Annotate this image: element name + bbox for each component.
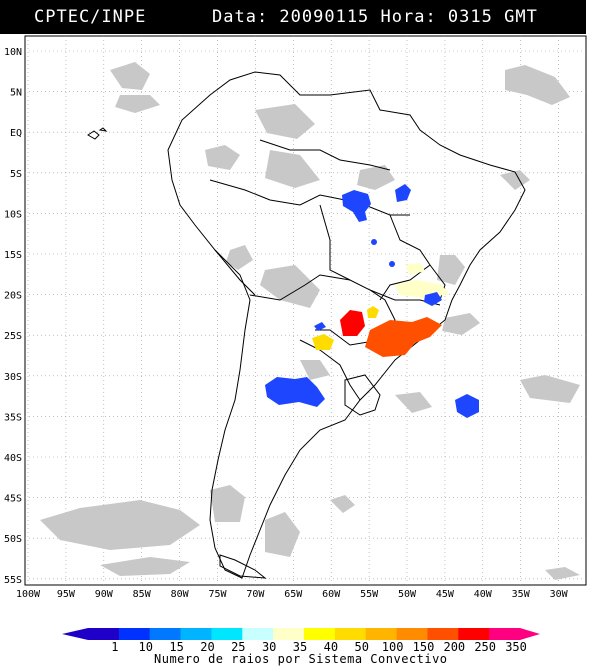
system-cluster-atlantic [455, 394, 479, 418]
legend-tick-label: 25 [231, 640, 246, 654]
lon-label: 95W [57, 589, 76, 600]
legend-tick-label: 150 [412, 640, 435, 654]
legend-swatch [334, 628, 367, 640]
lon-label: 70W [246, 589, 265, 600]
coastlines-borders [87, 71, 526, 579]
legend-tick-label: 1 [111, 640, 119, 654]
legend-tick-label: 50 [354, 640, 369, 654]
country-border [344, 374, 381, 416]
system-cluster-blue-small [314, 322, 326, 331]
legend-arrow-right [520, 628, 540, 640]
country-border [319, 204, 351, 281]
source-label: CPTEC/INPE [34, 7, 147, 27]
lat-label: 20S [4, 291, 22, 302]
legend-swatch [365, 628, 398, 640]
system-cluster-yellow-arg [312, 334, 334, 350]
legend-tick-label: 40 [323, 640, 339, 654]
country-border [299, 339, 361, 401]
system-cluster-south-brazil [365, 317, 442, 357]
lat-label: 15S [4, 250, 22, 261]
legend-tick-label: 30 [261, 640, 277, 654]
legend-tick-label: 20 [200, 640, 215, 654]
lat-label: 55S [4, 575, 22, 586]
tierra-del-fuego [219, 554, 267, 579]
lat-label: 45S [4, 494, 22, 505]
lon-label: 80W [171, 589, 190, 600]
legend-tick-label: 10 [138, 640, 153, 654]
legend-color-bar [62, 628, 540, 640]
legend-swatch [242, 628, 274, 640]
system-cluster-north-2 [395, 184, 411, 202]
lon-label: 100W [16, 589, 41, 600]
legend-swatch [304, 628, 336, 640]
legend-tick-label: 200 [443, 640, 466, 654]
system-cluster-yellow-light-2 [405, 263, 425, 275]
lat-label: 5N [10, 88, 22, 99]
latitude-labels: 10N 5N EQ 5S 10S 15S 20S 25S 30S 35S 40S 45S 50S 55S [4, 47, 22, 586]
legend-swatch [396, 628, 428, 640]
legend-arrow-left [62, 628, 88, 640]
system-cluster-paraguay [340, 310, 365, 336]
legend-swatch [149, 628, 182, 640]
lat-label: 5S [10, 169, 22, 180]
lon-label: 30W [550, 589, 569, 600]
lon-label: 40W [474, 589, 493, 600]
lat-label: 30S [4, 372, 22, 383]
legend-tick-label: 15 [169, 640, 184, 654]
country-border [214, 249, 256, 296]
system-cluster-small-2 [389, 261, 395, 267]
lon-label: 55W [360, 589, 379, 600]
lat-label: 40S [4, 453, 22, 464]
legend-swatch [273, 628, 305, 640]
country-border [209, 179, 410, 216]
convective-systems [265, 184, 479, 418]
lat-label: 10S [4, 209, 22, 220]
lon-label: 50W [398, 589, 417, 600]
legend-swatch [427, 628, 459, 640]
lon-label: 75W [208, 589, 227, 600]
lon-label: 85W [133, 589, 152, 600]
lat-label: 35S [4, 412, 22, 423]
datetime-label: Data: 20090115 Hora: 0315 GMT [212, 7, 538, 27]
system-cluster-yellow-small [367, 306, 379, 318]
system-cluster-north-1 [342, 190, 371, 222]
legend-swatch [88, 628, 120, 640]
legend-tick-label: 250 [474, 640, 497, 654]
lon-label: 90W [95, 589, 114, 600]
system-cluster-small-1 [371, 239, 377, 245]
system-cluster-east-blue [424, 292, 442, 306]
lat-label: 50S [4, 534, 22, 545]
country-border [259, 139, 391, 171]
lon-label: 65W [284, 589, 303, 600]
south-america-coast [167, 71, 526, 579]
legend-tick-label: 350 [505, 640, 527, 654]
legend-swatch [211, 628, 243, 640]
longitude-labels: 100W 95W 90W 85W 80W 75W 70W 65W 60W 55W 50W 45W 40W… [16, 589, 569, 600]
country-border [249, 274, 396, 346]
lat-label: EQ [10, 128, 22, 139]
system-cluster-argentina [265, 377, 325, 407]
caribbean-islands [87, 127, 108, 140]
legend-tick-label: 100 [381, 640, 404, 654]
cloud-cover [40, 62, 580, 580]
lon-label: 35W [512, 589, 531, 600]
lon-label: 60W [322, 589, 341, 600]
legend-swatch [180, 628, 212, 640]
legend-swatch [118, 628, 151, 640]
legend-swatch [458, 628, 490, 640]
legend-swatch [489, 628, 521, 640]
lon-label: 45W [436, 589, 455, 600]
legend-title: Numero de raios por Sistema Convectivo [154, 652, 448, 666]
lat-label: 10N [4, 47, 22, 58]
legend-tick-label: 35 [292, 640, 308, 654]
title-bar: CPTEC/INPE Data: 20090115 Hora: 0315 GMT [0, 0, 586, 34]
lat-label: 25S [4, 331, 22, 342]
